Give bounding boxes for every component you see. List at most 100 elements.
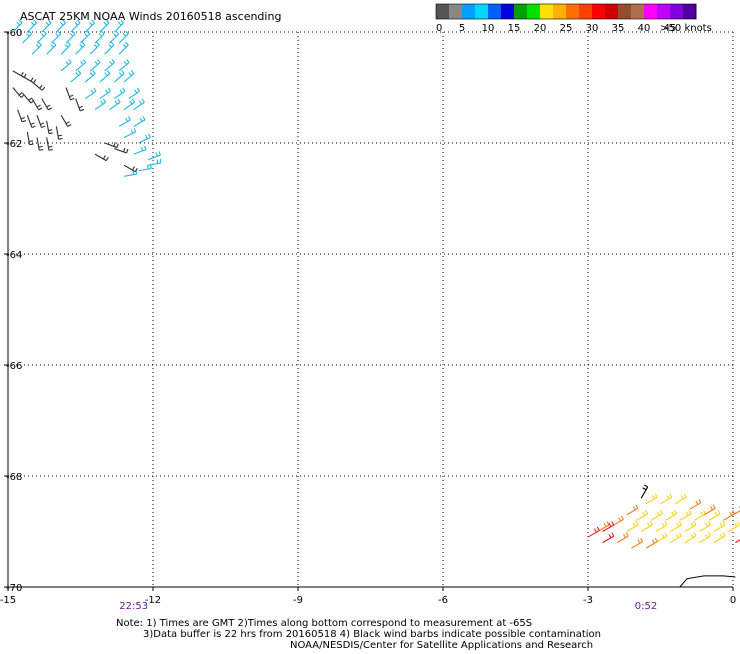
- wind-barb-orange: [645, 537, 658, 549]
- note-line-1: Note: 1) Times are GMT 2)Times along bot…: [116, 618, 532, 629]
- wind-barb-cyan: [55, 19, 66, 33]
- legend-label: >50 knots: [660, 23, 712, 34]
- wind-barb-black: [60, 114, 72, 127]
- wind-barb-cyan: [31, 41, 42, 55]
- wind-barb-black: [55, 126, 63, 140]
- plot-frame: [7, 32, 733, 588]
- wind-barb-cyan: [41, 19, 52, 33]
- wind-barb-yellow: [694, 510, 707, 521]
- coastline: [679, 575, 736, 588]
- legend-swatch: [540, 4, 554, 19]
- wind-barb-cyan: [114, 87, 126, 100]
- wind-barb-black: [36, 115, 46, 128]
- wind-barb-cyan: [123, 98, 136, 111]
- legend-swatch: [631, 4, 645, 19]
- wind-barb-cyan: [128, 87, 140, 100]
- wind-barb-black: [36, 137, 44, 151]
- y-tick-label: -66: [6, 361, 22, 372]
- wind-barb-cyan: [70, 19, 81, 33]
- wind-barb-cyan: [94, 30, 105, 44]
- wind-barb-cyan: [147, 151, 161, 161]
- wind-barb-yellow: [684, 532, 697, 544]
- legend-swatch: [618, 4, 632, 19]
- wind-barb-orange: [611, 515, 624, 527]
- wind-barb-yellow: [713, 532, 726, 544]
- wind-barb-cyan: [89, 41, 100, 55]
- wind-barb-yellow: [708, 510, 721, 521]
- wind-barb-yellow: [698, 521, 711, 532]
- legend-swatch: [475, 4, 489, 19]
- x-tick-label: -15: [0, 595, 16, 606]
- wind-barb-cyan: [118, 41, 129, 55]
- legend-label: 5: [459, 23, 465, 34]
- wind-barb-black: [123, 164, 138, 173]
- wind-barb-cyan: [89, 59, 101, 72]
- wind-barb-cyan: [118, 30, 129, 44]
- wind-barb-black: [75, 98, 85, 112]
- legend-swatch: [462, 4, 476, 19]
- legend-swatch: [566, 4, 580, 19]
- wind-barb-cyan: [22, 30, 33, 44]
- wind-barbs: [12, 19, 740, 549]
- y-tick-label: -68: [6, 472, 22, 483]
- wind-barb-cyan: [123, 128, 137, 138]
- note-line-2: 3)Data buffer is 22 hrs from 20160518 4)…: [143, 629, 601, 640]
- wind-barb-yellow: [665, 510, 678, 521]
- wind-barb-cyan: [26, 19, 37, 33]
- wind-barb-yellow: [650, 510, 663, 521]
- legend-border: [435, 3, 697, 20]
- wind-barb-orange: [626, 504, 639, 516]
- wind-barb-yellow: [655, 532, 668, 544]
- wind-barb-black: [114, 147, 129, 154]
- legend-label: 40: [638, 23, 651, 34]
- wind-barb-cyan: [94, 98, 107, 111]
- wind-barb-cyan: [99, 87, 111, 100]
- wind-barb-cyan: [133, 145, 147, 155]
- wind-barb-cyan: [84, 19, 95, 33]
- legend-swatch: [644, 4, 658, 19]
- wind-barb-orange: [703, 504, 716, 516]
- wind-barb-black: [65, 87, 75, 101]
- legend-label: 20: [534, 23, 547, 34]
- legend-label: 30: [586, 23, 599, 34]
- chart-title: ASCAT 25KM NOAA Winds 20160518 ascending: [20, 10, 281, 23]
- wind-barb-cyan: [109, 30, 120, 44]
- wind-barb-contaminated: [640, 484, 649, 499]
- wind-barb-black: [41, 98, 53, 111]
- legend-label: 45: [664, 23, 677, 34]
- legend-swatch: [488, 4, 502, 19]
- wind-barb-cyan: [84, 70, 96, 83]
- y-axis-ticks: -60 -62 -64 -66 -68 -70: [4, 28, 22, 594]
- legend-swatch: [527, 4, 541, 19]
- legend-label: 35: [612, 23, 625, 34]
- wind-barb-cyan: [36, 30, 47, 44]
- wind-barb-black: [31, 81, 46, 91]
- wind-barb-cyan: [113, 70, 125, 83]
- time-label: 0:52: [635, 601, 657, 612]
- wind-barb-yellow: [674, 493, 687, 505]
- wind-barb-cyan: [60, 59, 72, 72]
- grid-lines: [8, 31, 734, 587]
- wind-barb-black: [12, 87, 25, 98]
- wind-barb-cyan: [123, 70, 135, 83]
- wind-barb-black: [31, 98, 43, 111]
- wind-barb-cyan: [12, 19, 23, 33]
- legend-label: 10: [482, 23, 495, 34]
- y-tick-label: -70: [6, 583, 22, 594]
- wind-barb-yellow: [698, 532, 711, 544]
- wind-barb-cyan: [65, 30, 76, 44]
- wind-barb-yellow: [679, 510, 692, 521]
- wind-barb-yellow: [727, 521, 740, 532]
- wind-barb-orange: [723, 510, 736, 521]
- x-axis-ticks: -15 -12 -9 -6 -3 0: [0, 587, 736, 606]
- wind-barb-yellow: [684, 521, 697, 532]
- wind-barb-cyan: [104, 41, 115, 55]
- wind-barb-cyan: [80, 30, 91, 44]
- wind-barb-black: [46, 120, 53, 135]
- legend-swatch: [670, 4, 684, 19]
- legend-label: 25: [560, 23, 573, 34]
- wind-barb-orange: [597, 521, 610, 532]
- wind-barb-cyan: [75, 59, 87, 72]
